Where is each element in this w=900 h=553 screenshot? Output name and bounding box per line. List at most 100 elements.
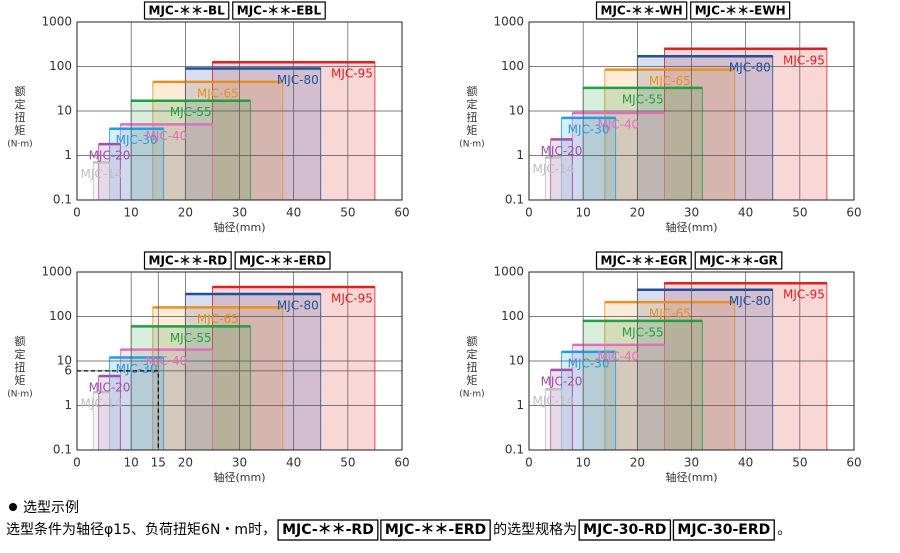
title-box (143, 1, 230, 20)
x-axis-label: 轴径(mm) (665, 220, 717, 234)
range-label: MJC-95 (331, 292, 373, 306)
range-label: MJC-20 (541, 374, 583, 388)
y-axis-label: (N·m) (459, 390, 484, 400)
title-box (595, 1, 688, 20)
x-tick-label: 60 (846, 456, 861, 470)
range-label: MJC-95 (783, 288, 825, 302)
range-label: MJC-55 (622, 325, 664, 339)
title-box-text: MJC-＊＊-EGR (601, 254, 688, 268)
y-axis-label: 扭 (467, 110, 478, 124)
x-tick-label: 60 (846, 206, 861, 220)
y-tick-label: 1 (64, 398, 72, 412)
y-tick-label: 10 (509, 104, 524, 118)
range-label: MJC-55 (170, 331, 212, 345)
plot-frame (76, 21, 403, 201)
title-box-text: MJC-＊＊-EWH (695, 4, 786, 18)
example-box (277, 519, 379, 541)
range-label: MJC-40 (145, 129, 187, 143)
range-label: MJC-80 (277, 73, 319, 87)
example-heading: 选型示例 (23, 500, 79, 516)
y-tick-label: 100 (49, 309, 72, 323)
title-box (232, 1, 326, 20)
range-label: MJC-80 (729, 61, 771, 75)
range-label: MJC-20 (541, 144, 583, 158)
x-tick-label: 40 (738, 456, 753, 470)
range-label: MJC-30 (568, 122, 610, 136)
x-tick-label: 10 (124, 456, 139, 470)
y-tick-label: 1000 (493, 265, 524, 279)
range-label: MJC-40 (597, 118, 639, 132)
y-tick-label: 100 (49, 59, 72, 73)
example-box-text: MJC-30-ERD (677, 522, 770, 538)
title-box (694, 251, 783, 270)
range-label: MJC-14 (80, 397, 122, 411)
example-text: 选型条件为轴径φ15、负荷扭矩6N・m时， (6, 521, 276, 538)
range-label: MJC-14 (532, 394, 574, 408)
range-box (636, 55, 774, 201)
range-box (152, 307, 284, 451)
y-axis-label: 额 (467, 335, 478, 348)
range-label: MJC-80 (729, 294, 771, 308)
x-tick-label: 20 (630, 456, 645, 470)
range-label: MJC-80 (277, 299, 319, 313)
range-label: MJC-20 (89, 381, 131, 395)
y-axis-label: 扭 (15, 360, 26, 374)
range-label: MJC-30 (568, 356, 610, 370)
range-label: MJC-40 (145, 354, 187, 368)
y-tick-label: 100 (501, 309, 524, 323)
y-tick-label: 1 (516, 148, 524, 162)
y-axis-label: 矩 (15, 374, 26, 387)
title-box (143, 251, 232, 270)
x-tick-label: 60 (394, 456, 409, 470)
x-tick-label: 10 (576, 206, 591, 220)
y-axis-label: 额 (467, 85, 478, 98)
y-tick-label: 6 (64, 363, 72, 377)
title-box-text: MJC-＊＊-RD (149, 254, 228, 268)
range-box (184, 68, 322, 201)
y-tick-label: 0.1 (53, 443, 72, 457)
x-tick-label: 0 (525, 206, 533, 220)
x-tick-label: 0 (525, 456, 533, 470)
title-box-text: MJC-＊＊-GR (699, 254, 778, 268)
example-box (672, 519, 775, 541)
guide-line (77, 370, 159, 450)
range-label: MJC-40 (597, 349, 639, 363)
range-box (582, 87, 703, 201)
range-box (130, 325, 251, 451)
y-tick-label: 1000 (493, 15, 524, 29)
title-box (234, 251, 331, 270)
title-box (690, 1, 791, 20)
x-axis-label: 轴径(mm) (213, 470, 265, 484)
range-label: MJC-65 (649, 307, 691, 321)
range-box (561, 351, 617, 451)
x-tick-label: 30 (684, 456, 699, 470)
x-tick-label: 20 (178, 456, 193, 470)
y-tick-label: 1 (516, 398, 524, 412)
x-tick-label: 50 (792, 456, 807, 470)
x-tick-label: 30 (232, 456, 247, 470)
range-label: MJC-20 (89, 149, 131, 163)
range-label: MJC-30 (116, 362, 158, 376)
range-label: MJC-95 (783, 53, 825, 67)
example-text: 的选型规格为 (493, 522, 577, 538)
bullet (9, 503, 17, 511)
x-tick-label: 10 (576, 456, 591, 470)
x-tick-label: 50 (340, 206, 355, 220)
y-tick-label: 10 (57, 354, 72, 368)
range-box (604, 69, 736, 201)
y-axis-label: 矩 (15, 124, 26, 137)
example-text: 。 (777, 522, 791, 538)
x-tick-label: 30 (232, 206, 247, 220)
y-axis-label: 定 (467, 347, 478, 361)
y-axis-label: 定 (467, 97, 478, 111)
y-axis-label: 额 (15, 85, 26, 98)
y-axis-label: (N·m) (459, 140, 484, 150)
y-tick-label: 1000 (41, 265, 72, 279)
x-tick-label: 15 (151, 456, 166, 470)
y-axis-label: 矩 (467, 374, 478, 387)
x-tick-label: 40 (286, 456, 301, 470)
y-tick-label: 10 (57, 104, 72, 118)
range-label: MJC-14 (532, 162, 574, 176)
x-axis-label: 轴径(mm) (665, 470, 717, 484)
plot-frame (528, 21, 855, 201)
